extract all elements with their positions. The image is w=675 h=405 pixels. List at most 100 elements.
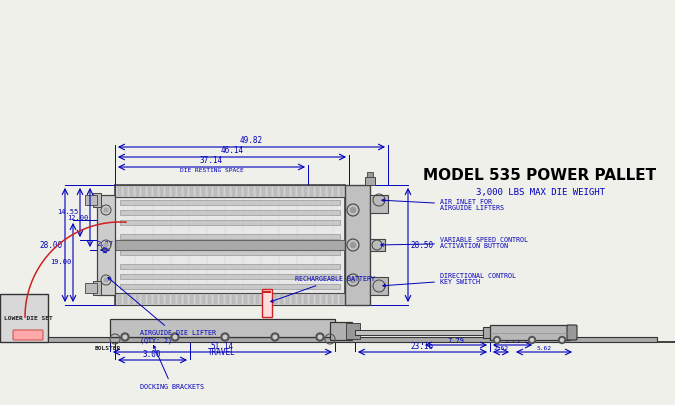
- Bar: [274, 294, 277, 304]
- Text: MODEL 535 POWER PALLET: MODEL 535 POWER PALLET: [423, 168, 657, 183]
- Bar: [184, 186, 187, 196]
- Bar: [160, 294, 163, 304]
- Bar: [280, 294, 283, 304]
- Bar: [226, 186, 229, 196]
- Text: 2.37: 2.37: [97, 241, 113, 247]
- Bar: [370, 195, 388, 213]
- Bar: [298, 294, 301, 304]
- Circle shape: [223, 335, 227, 339]
- Bar: [190, 186, 193, 196]
- Text: AIR INLET FOR
AIRGUIDE LIFTERS: AIR INLET FOR AIRGUIDE LIFTERS: [382, 198, 504, 211]
- FancyBboxPatch shape: [13, 330, 43, 340]
- Text: 46.14: 46.14: [221, 146, 244, 155]
- Bar: [172, 294, 175, 304]
- Bar: [208, 294, 211, 304]
- Bar: [93, 281, 101, 295]
- Circle shape: [350, 277, 356, 283]
- Bar: [120, 274, 340, 279]
- Circle shape: [318, 335, 322, 339]
- Bar: [292, 294, 295, 304]
- Bar: [238, 186, 241, 196]
- Circle shape: [316, 333, 324, 341]
- Text: 14.55: 14.55: [57, 209, 78, 215]
- Bar: [97, 195, 115, 295]
- Bar: [214, 186, 217, 196]
- Bar: [334, 186, 337, 196]
- Circle shape: [493, 337, 500, 343]
- Text: 5.73: 5.73: [504, 338, 520, 344]
- Bar: [490, 325, 570, 340]
- Bar: [196, 186, 199, 196]
- Bar: [202, 294, 205, 304]
- Bar: [310, 294, 313, 304]
- Text: 12.00: 12.00: [67, 215, 88, 220]
- Bar: [93, 193, 101, 207]
- Circle shape: [350, 243, 356, 247]
- Bar: [178, 294, 181, 304]
- Circle shape: [121, 333, 129, 341]
- Bar: [120, 220, 340, 225]
- Text: 37.14: 37.14: [200, 156, 223, 165]
- Bar: [178, 186, 181, 196]
- Bar: [136, 294, 139, 304]
- Bar: [256, 294, 259, 304]
- Bar: [304, 186, 307, 196]
- Bar: [160, 186, 163, 196]
- Bar: [85, 195, 97, 205]
- Bar: [124, 294, 127, 304]
- Circle shape: [495, 339, 499, 341]
- Circle shape: [124, 335, 127, 339]
- Bar: [298, 186, 301, 196]
- Bar: [367, 172, 373, 177]
- Bar: [262, 289, 272, 317]
- Text: BOLSTER: BOLSTER: [95, 346, 122, 351]
- Text: DOCKING BRACKETS: DOCKING BRACKETS: [140, 345, 204, 390]
- Bar: [274, 186, 277, 196]
- Text: DIRECTIONAL CONTROL
KEY SWITCH: DIRECTIONAL CONTROL KEY SWITCH: [383, 273, 516, 287]
- Circle shape: [273, 335, 277, 339]
- Bar: [115, 293, 345, 305]
- Bar: [184, 294, 187, 304]
- Bar: [370, 277, 388, 295]
- Bar: [190, 294, 193, 304]
- Bar: [346, 323, 360, 339]
- Bar: [208, 186, 211, 196]
- Text: 49.82: 49.82: [240, 136, 263, 145]
- Bar: [244, 294, 247, 304]
- Text: 23.16: 23.16: [410, 342, 433, 351]
- Bar: [286, 294, 289, 304]
- Text: 7.79: 7.79: [448, 338, 464, 344]
- Text: TRAVEL: TRAVEL: [208, 348, 236, 357]
- Circle shape: [104, 208, 108, 212]
- Bar: [232, 294, 235, 304]
- Bar: [292, 186, 295, 196]
- Text: LOWER DIE SET: LOWER DIE SET: [4, 315, 53, 320]
- Bar: [120, 250, 340, 255]
- Bar: [316, 294, 319, 304]
- Bar: [154, 294, 157, 304]
- Bar: [330, 322, 352, 340]
- Text: AIRGUIDE DIE LIFTER
(QTY: 2): AIRGUIDE DIE LIFTER (QTY: 2): [108, 277, 216, 343]
- Bar: [322, 294, 325, 304]
- FancyBboxPatch shape: [567, 325, 577, 340]
- Bar: [370, 239, 385, 251]
- Bar: [196, 294, 199, 304]
- Bar: [286, 186, 289, 196]
- Bar: [166, 186, 169, 196]
- Bar: [238, 294, 241, 304]
- Text: 3.00: 3.00: [142, 350, 161, 359]
- Circle shape: [104, 243, 108, 247]
- Text: 3,000 LBS MAX DIE WEIGHT: 3,000 LBS MAX DIE WEIGHT: [475, 188, 605, 198]
- Text: 28.50: 28.50: [410, 241, 433, 249]
- Bar: [310, 186, 313, 196]
- Bar: [322, 186, 325, 196]
- Bar: [334, 294, 337, 304]
- Bar: [142, 294, 145, 304]
- Circle shape: [531, 339, 533, 341]
- Bar: [244, 186, 247, 196]
- Bar: [136, 186, 139, 196]
- Bar: [120, 264, 340, 269]
- Bar: [262, 186, 265, 196]
- Bar: [148, 186, 151, 196]
- Bar: [250, 294, 253, 304]
